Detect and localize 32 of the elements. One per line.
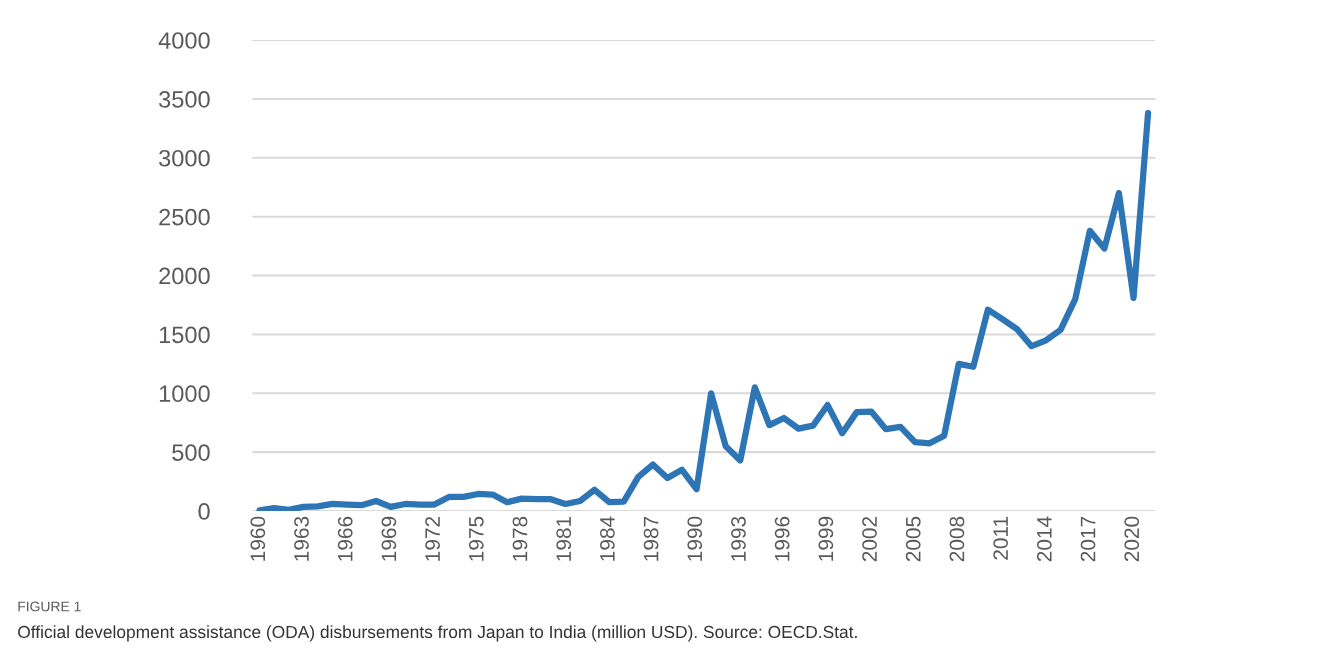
x-tick-label: 1969 [381,516,397,561]
y-tick-label: 2500 [159,208,210,226]
x-tick-label: 2011 [993,516,1009,560]
x-tick-label: 1963 [294,516,309,561]
x-tick-label: 1960 [250,516,266,561]
y-tick-label: 2000 [159,267,210,285]
x-tick-label: 2014 [1036,516,1052,562]
x-tick-label: 1996 [774,516,790,561]
x-tick-label: 1984 [600,516,615,561]
x-tick-label: 1978 [512,516,528,561]
x-tick-label: 1990 [687,516,703,561]
y-tick-label: 1000 [159,385,210,403]
y-tick-label: 3500 [159,91,210,108]
x-tick-label: 2002 [862,516,877,562]
x-tick-label: 2005 [905,516,921,562]
x-tick-label: 1972 [425,516,440,561]
x-tick-label: 1999 [818,516,834,561]
y-tick-label: 0 [198,503,210,520]
x-tick-label: 1981 [556,516,572,561]
x-tick-label: 2008 [949,516,965,562]
y-tick-label: 500 [172,444,210,461]
y-tick-label: 4000 [158,32,210,49]
x-tick-label: 1966 [337,516,353,561]
caption: FIGURE 1 [18,601,81,612]
y-tick-label: 3000 [159,149,210,167]
x-tick-label: 1993 [731,516,746,561]
text: Official development assistance (ODA) disbursements from Japan to India (million USD). Source: OECD.Stat. [18,625,857,642]
x-tick-label: 1975 [468,516,484,561]
x-tick-label: 2017 [1080,516,1096,562]
x-tick-label: 1987 [643,516,659,561]
x-tick-label: 2020 [1124,516,1140,562]
y-tick-label: 1500 [159,326,210,344]
